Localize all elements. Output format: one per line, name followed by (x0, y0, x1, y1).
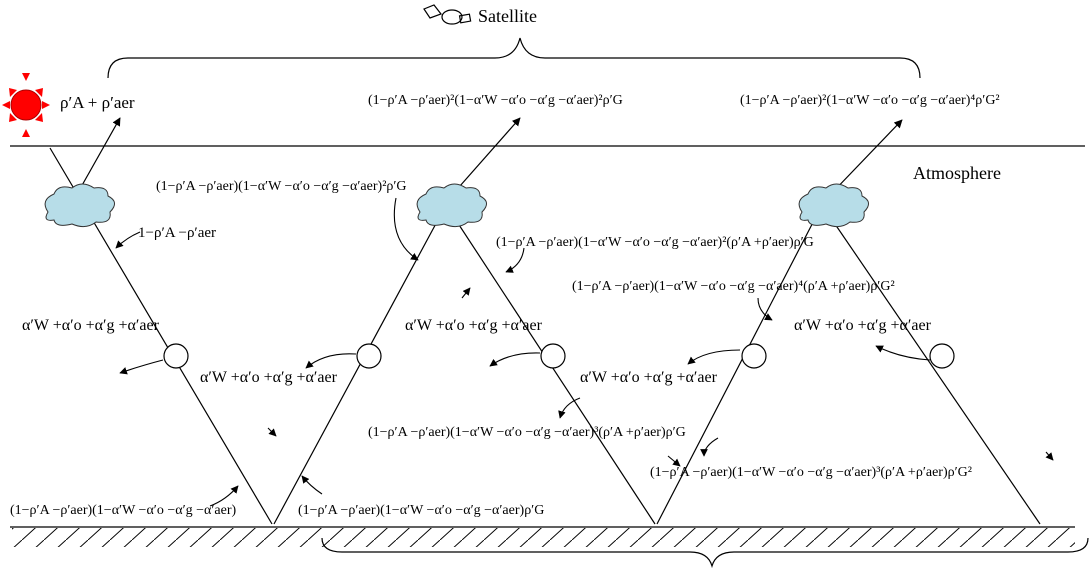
formula-absorb-right: α′W +α′o +α′g +α′aer (794, 317, 932, 334)
atmosphere-label: Atmosphere (913, 163, 1001, 183)
satellite-label: Satellite (478, 6, 537, 26)
formula-absorb-left: α′W +α′o +α′g +α′aer (22, 317, 160, 334)
cloud-icon (416, 183, 487, 228)
formula-top-2: (1−ρ′A −ρ′aer)²(1−α′W −α′o −α′g −α′aer)²… (368, 93, 623, 108)
ground-brace (321, 537, 1089, 569)
pointer-arrows (115, 197, 1054, 507)
sun-icon (2, 73, 50, 137)
ground-hatch (12, 528, 1075, 547)
cloud-icon (44, 183, 115, 228)
formula-group: ρ′A + ρ′aer (1−ρ′A −ρ′aer)²(1−α′W −α′o −… (10, 93, 1000, 518)
formula-mid-right-1: (1−ρ′A −ρ′aer)(1−α′W −α′o −α′g −α′aer)²(… (496, 235, 814, 250)
absorption-nodes (163, 343, 955, 369)
formula-absorb-mid3: α′W +α′o +α′g +α′aer (580, 369, 718, 386)
formula-low-mid: (1−ρ′A −ρ′aer)(1−α′W −α′o −α′g −α′aer)³(… (368, 425, 686, 440)
formula-mid-left: (1−ρ′A −ρ′aer)(1−α′W −α′o −α′g −α′aer)²ρ… (156, 179, 407, 194)
formula-top-3: (1−ρ′A −ρ′aer)²(1−α′W −α′o −α′g −α′aer)⁴… (740, 93, 1000, 108)
formula-absorb-mid2: α′W +α′o +α′g +α′aer (405, 317, 543, 334)
formula-low-right: (1−ρ′A −ρ′aer)(1−α′W −α′o −α′g −α′aer)³(… (650, 465, 972, 480)
formula-transmit-left: 1−ρ′A −ρ′aer (138, 225, 216, 241)
formula-absorb-mid1: α′W +α′o +α′g +α′aer (200, 369, 338, 386)
formula-ground-mid: (1−ρ′A −ρ′aer)(1−α′W −α′o −α′g −α′aer)ρ′… (298, 503, 544, 518)
satellite-icon (423, 4, 472, 25)
cloud-icon (798, 183, 869, 228)
formula-ground-left: (1−ρ′A −ρ′aer)(1−α′W −α′o −α′g −α′aer) (10, 503, 237, 518)
formula-reflect-sum: ρ′A + ρ′aer (60, 93, 135, 112)
formula-mid-right-2: (1−ρ′A −ρ′aer)(1−α′W −α′o −α′g −α′aer)⁴(… (572, 279, 895, 294)
satellite-brace (107, 37, 921, 79)
